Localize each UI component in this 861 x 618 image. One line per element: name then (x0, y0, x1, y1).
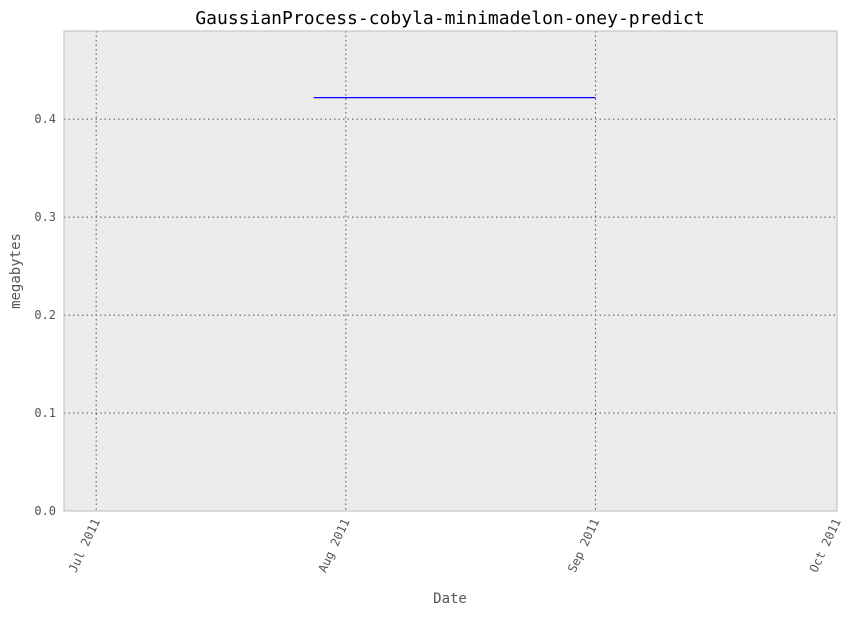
x-tick-label: Aug 2011 (315, 516, 352, 574)
y-tick-label: 0.0 (34, 504, 56, 518)
y-tick-label: 0.4 (34, 112, 56, 126)
y-tick-label: 0.3 (34, 210, 56, 224)
y-tick-labels: 0.0 0.1 0.2 0.3 0.4 (34, 112, 56, 518)
chart-title: GaussianProcess-cobyla-minimadelon-oney-… (195, 8, 704, 29)
plot-area (64, 31, 837, 511)
y-tick-label: 0.2 (34, 308, 56, 322)
y-tick-label: 0.1 (34, 406, 56, 420)
x-tick-label: Jul 2011 (66, 516, 103, 574)
x-tick-labels: Jul 2011 Aug 2011 Sep 2011 Oct 2011 (66, 516, 844, 574)
x-axis-label: Date (433, 591, 467, 607)
x-tick-label: Oct 2011 (807, 516, 844, 574)
y-axis-label: megabytes (8, 233, 24, 309)
plot-frame (63, 30, 838, 512)
x-tick-label: Sep 2011 (565, 516, 602, 574)
